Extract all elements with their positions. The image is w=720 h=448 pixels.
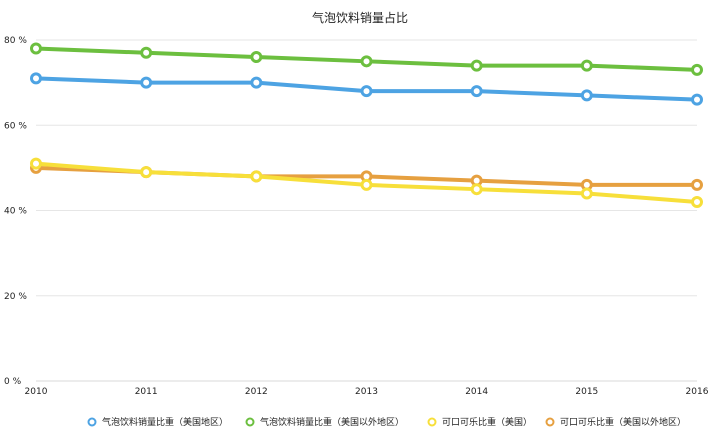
legend-item[interactable]: 气泡饮料销量比重（美国地区） (87, 416, 229, 428)
legend-label: 可口可乐比重（美国以外地区） (560, 416, 686, 428)
data-point[interactable] (580, 59, 593, 72)
legend-label: 气泡饮料销量比重（美国以外地区） (260, 416, 404, 428)
data-point[interactable] (360, 178, 373, 191)
data-point[interactable] (30, 157, 42, 170)
x-tick-label: 2011 (135, 387, 158, 397)
series-3 (30, 157, 703, 208)
legend-marker-icon (87, 417, 97, 427)
gridlines (36, 39, 697, 382)
y-tick-label: 20 % (4, 292, 27, 302)
legend-item[interactable]: 气泡饮料销量比重（美国以外地区） (245, 416, 405, 428)
data-point[interactable] (360, 85, 373, 98)
legend-marker-icon (245, 417, 255, 427)
data-point[interactable] (691, 178, 703, 191)
legend-marker-icon (427, 417, 437, 427)
x-tick-label: 2015 (575, 387, 598, 397)
x-tick-label: 2010 (25, 387, 48, 397)
chart-title: 气泡饮料销量占比 (312, 10, 408, 25)
x-axis-ticks: 2010 2011 2012 2013 2014 2015 2016 (25, 387, 709, 397)
y-tick-label: 0 % (4, 377, 22, 387)
data-point[interactable] (250, 170, 263, 183)
legend-item[interactable]: 可口可乐比重（美国） (427, 416, 533, 428)
x-tick-label: 2013 (355, 387, 378, 397)
data-point[interactable] (580, 187, 593, 200)
data-point[interactable] (691, 63, 703, 76)
data-point[interactable] (360, 55, 373, 68)
legend-label: 气泡饮料销量比重（美国地区） (102, 416, 228, 428)
data-point[interactable] (580, 89, 593, 102)
series-1 (30, 72, 703, 106)
data-point[interactable] (140, 46, 153, 59)
x-tick-label: 2016 (686, 387, 709, 397)
y-axis-ticks: 0 % 20 % 40 % 60 % 80 % (4, 36, 27, 387)
data-point[interactable] (140, 76, 153, 89)
data-point[interactable] (250, 51, 263, 64)
data-point[interactable] (30, 42, 42, 55)
legend-item[interactable]: 可口可乐比重（美国以外地区） (545, 416, 687, 428)
data-point[interactable] (30, 72, 42, 85)
data-point[interactable] (470, 59, 483, 72)
data-point[interactable] (691, 195, 703, 208)
data-point[interactable] (470, 183, 483, 196)
x-tick-label: 2014 (465, 387, 488, 397)
legend-label: 可口可乐比重（美国） (442, 416, 532, 428)
data-point[interactable] (470, 85, 483, 98)
x-tick-label: 2012 (245, 387, 268, 397)
y-tick-label: 40 % (4, 207, 27, 217)
data-point[interactable] (691, 93, 703, 106)
series-2 (30, 42, 703, 76)
legend-marker-icon (545, 417, 555, 427)
series-group (30, 42, 703, 208)
y-tick-label: 80 % (4, 36, 27, 46)
y-tick-label: 60 % (4, 121, 27, 131)
legend: 气泡饮料销量比重（美国地区） 气泡饮料销量比重（美国以外地区） 可口可乐比重（美国）… (87, 416, 687, 428)
data-point[interactable] (140, 166, 153, 179)
data-point[interactable] (250, 76, 263, 89)
